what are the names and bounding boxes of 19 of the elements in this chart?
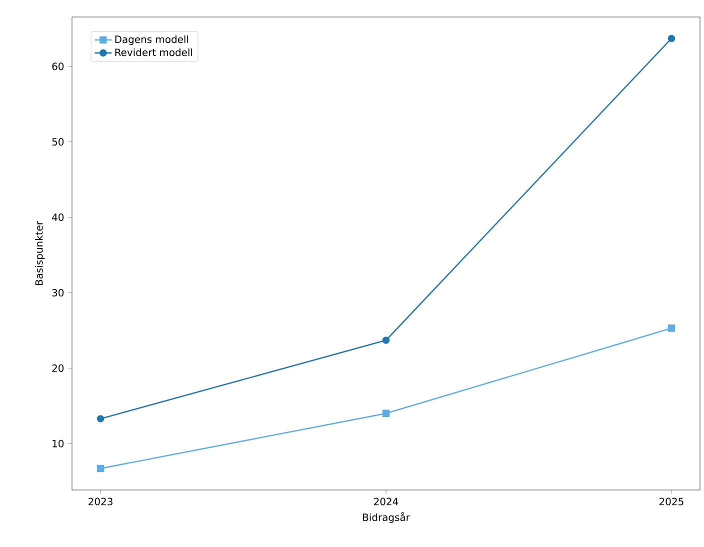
x-tick-label: 2023 [88, 498, 112, 506]
y-tick-label: 60 [52, 62, 64, 70]
point [96, 415, 104, 422]
legend-label: Dagens modell [115, 35, 188, 46]
point [668, 324, 676, 332]
point [668, 34, 676, 42]
x-tick-label: 2024 [374, 498, 398, 506]
legend-label: Revidert modell [115, 48, 192, 56]
x-tick-label: 2025 [660, 498, 684, 506]
point [382, 410, 390, 418]
y-tick-label: 10 [52, 440, 64, 448]
point [382, 336, 390, 344]
y-tick-label: 40 [52, 214, 64, 222]
x-axis-title: Bidragsår [363, 512, 410, 523]
y-axis-title: Basispunkter [35, 221, 45, 285]
y-tick-label: 20 [52, 364, 64, 372]
y-tick-label: 50 [52, 138, 64, 146]
point [96, 464, 104, 472]
y-tick-label: 30 [52, 288, 64, 296]
